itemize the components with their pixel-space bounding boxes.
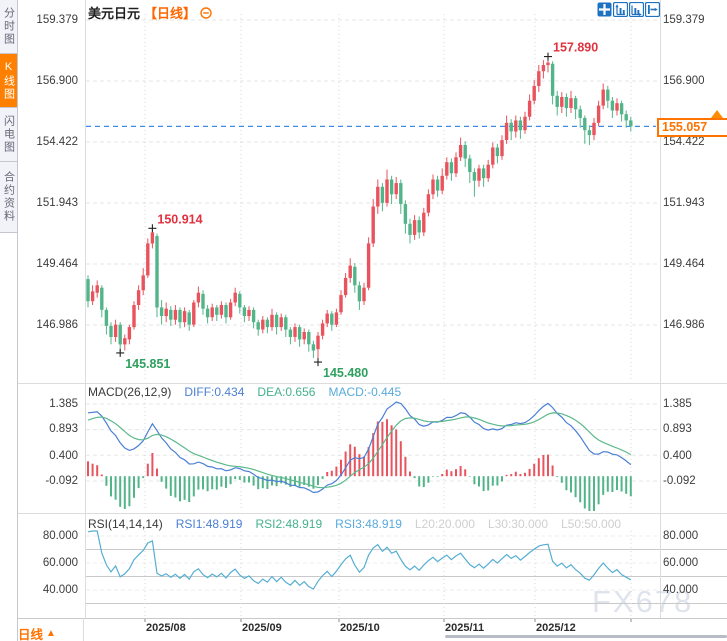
sidebar: 分时图 K线图 闪电图 合约资料 <box>0 0 18 641</box>
sidebar-item-time-chart[interactable]: 分时图 <box>0 0 17 53</box>
footer-divider <box>83 618 84 641</box>
sidebar-divider <box>0 232 17 233</box>
current-price-tag: 155.057 <box>657 118 727 137</box>
macd-hist-value: MACD:-0.445 <box>328 385 402 399</box>
svg-text:145.480: 145.480 <box>323 366 368 380</box>
axis-border-right <box>660 0 661 618</box>
symbol-name: 美元日元 <box>88 6 141 21</box>
price-tick-label: 149.464 <box>36 258 78 270</box>
period-selector[interactable]: 日线 ▲ <box>18 624 56 641</box>
rsi-tick-label: 60.000 <box>42 557 78 569</box>
rsi1-value: RSI1:48.919 <box>175 517 243 531</box>
period-tag: 【日线】 <box>144 6 197 21</box>
price-tick-label: 151.943 <box>36 197 78 209</box>
price-up-arrow-icon <box>711 110 723 118</box>
price-tick-label: 149.464 <box>663 258 705 270</box>
goto-latest-icon[interactable] <box>645 2 660 17</box>
sidebar-divider <box>0 53 17 54</box>
rsi-l20-value: L20:20.000 <box>414 517 475 531</box>
sidebar-divider <box>0 161 17 162</box>
svg-text:145.851: 145.851 <box>125 357 170 371</box>
macd-tick-label: 0.893 <box>49 423 78 435</box>
price-tick-label: 156.900 <box>36 75 78 87</box>
svg-text:157.890: 157.890 <box>553 41 598 55</box>
svg-text:150.914: 150.914 <box>157 212 202 226</box>
price-tick-label: 156.900 <box>663 75 705 87</box>
pan-icon[interactable] <box>597 2 612 17</box>
chart-title: 美元日元 【日线】 <box>88 3 212 22</box>
triangle-up-icon: ▲ <box>46 628 56 639</box>
circle-minus-icon[interactable] <box>200 6 212 19</box>
macd-tick-label: -0.092 <box>45 475 78 487</box>
date-label: 2025/10 <box>340 622 380 634</box>
rsi-title: RSI(14,14,14) <box>88 517 163 531</box>
macd-tick-label: 0.400 <box>663 450 692 462</box>
scale-y-axis-icon[interactable] <box>613 2 628 17</box>
rsi-tick-label: 40.000 <box>42 584 78 596</box>
macd-tick-label: 0.400 <box>49 450 78 462</box>
sidebar-divider <box>0 107 17 108</box>
sidebar-item-contract-info[interactable]: 合约资料 <box>0 162 17 232</box>
date-label: 2025/11 <box>445 622 485 634</box>
scale-x-axis-icon[interactable] <box>629 2 644 17</box>
price-tick-label: 146.986 <box>663 319 705 331</box>
rsi-header: RSI(14,14,14) RSI1:48.919 RSI2:48.919 RS… <box>88 517 659 531</box>
price-tick-label: 146.986 <box>36 319 78 331</box>
date-label: 2025/08 <box>146 622 186 634</box>
macd-title: MACD(26,12,9) <box>88 385 172 399</box>
price-tick-label: 154.422 <box>36 136 78 148</box>
macd-tick-label: 0.893 <box>663 423 692 435</box>
rsi3-value: RSI3:48.919 <box>335 517 402 531</box>
rsi-l30-value: L30:30.000 <box>487 517 548 531</box>
panel-divider-macd <box>17 383 727 384</box>
sidebar-item-candle-chart[interactable]: K线图 <box>0 54 17 107</box>
period-label: 日线 <box>18 628 44 641</box>
price-tick-label: 159.379 <box>36 14 78 26</box>
date-label: 2025/09 <box>242 622 282 634</box>
rsi2-value: RSI2:48.919 <box>255 517 323 531</box>
rsi-tick-label: 40.000 <box>663 584 699 596</box>
price-tick-label: 154.422 <box>663 136 705 148</box>
date-label: 2025/12 <box>536 622 576 634</box>
macd-tick-label: 1.385 <box>663 398 692 410</box>
price-tick-label: 159.379 <box>663 14 705 26</box>
sidebar-item-lightning-chart[interactable]: 闪电图 <box>0 108 17 161</box>
rsi-tick-label: 80.000 <box>42 530 78 542</box>
rsi-l50-value: L50:50.000 <box>561 517 622 531</box>
macd-header: MACD(26,12,9) DIFF:0.434 DEA:0.656 MACD:… <box>88 385 658 399</box>
macd-diff-value: DIFF:0.434 <box>184 385 245 399</box>
toolbar <box>597 2 660 17</box>
rsi-tick-label: 60.000 <box>663 557 699 569</box>
price-tick-label: 151.943 <box>663 197 705 209</box>
horizontal-scrollbar[interactable] <box>445 635 727 638</box>
macd-tick-label: 1.385 <box>49 398 78 410</box>
panel-divider-xaxis <box>17 618 727 619</box>
macd-tick-label: -0.092 <box>663 475 696 487</box>
macd-dea-value: DEA:0.656 <box>257 385 316 399</box>
rsi-tick-label: 80.000 <box>663 530 699 542</box>
axis-border-left <box>85 0 86 618</box>
panel-divider-rsi <box>17 513 727 514</box>
